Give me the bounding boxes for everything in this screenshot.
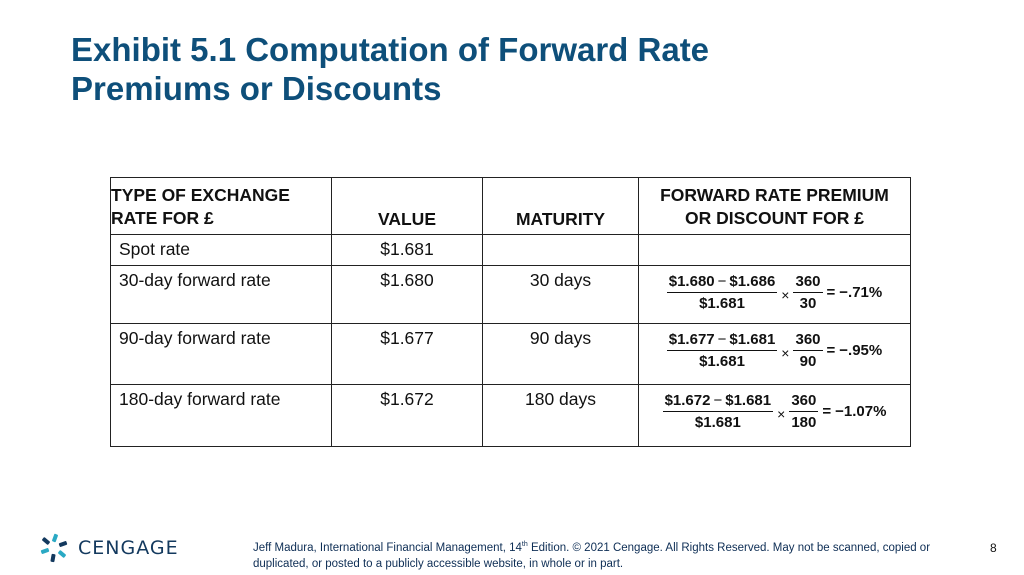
copyright-footer: Jeff Madura, International Financial Man… <box>253 541 931 570</box>
equals-sign: = <box>822 403 832 420</box>
table-row-180-day: 180-day forward rate $1.672 180 days $1.… <box>110 384 911 447</box>
cengage-logo: CENGAGE <box>40 533 179 563</box>
rate-fraction: $1.672− $1.681 $1.681 <box>662 392 774 431</box>
premium-result: −.95% <box>839 342 883 359</box>
slide-title-line2: Premiums or Discounts <box>71 70 442 107</box>
cell-premium-formula: $1.672− $1.681 $1.681 × 360 180 = −1.07% <box>638 384 911 447</box>
table-row-spot: Spot rate $1.681 <box>110 234 911 266</box>
times-sign: × <box>777 405 786 422</box>
exhibit-table: TYPE OF EXCHANGE RATE FOR £ VALUE MATURI… <box>110 177 911 447</box>
premium-formula: $1.672− $1.681 $1.681 × 360 180 = −1.07% <box>662 392 887 431</box>
cell-type: Spot rate <box>110 234 332 266</box>
premium-formula: $1.677− $1.681 $1.681 × 360 90 = −.95% <box>666 331 883 370</box>
days-fraction: 360 30 <box>793 273 823 312</box>
slide-title: Exhibit 5.1 Computation of Forward Rate … <box>71 30 951 108</box>
cengage-wordmark: CENGAGE <box>78 537 179 559</box>
cell-premium-formula: $1.680− $1.686 $1.681 × 360 30 = −.71% <box>638 265 911 324</box>
cell-value: $1.672 <box>331 384 483 447</box>
header-premium-discount: FORWARD RATE PREMIUM OR DISCOUNT FOR £ <box>638 177 911 235</box>
header-exchange-type: TYPE OF EXCHANGE RATE FOR £ <box>110 177 332 235</box>
cell-premium-formula: $1.677− $1.681 $1.681 × 360 90 = −.95% <box>638 323 911 385</box>
page-number: 8 <box>990 541 997 555</box>
slide-title-line1: Exhibit 5.1 Computation of Forward Rate <box>71 31 710 68</box>
days-fraction: 360 180 <box>789 392 819 431</box>
equals-sign: = <box>826 284 836 301</box>
table-header-row: TYPE OF EXCHANGE RATE FOR £ VALUE MATURI… <box>110 177 911 235</box>
rate-fraction: $1.677− $1.681 $1.681 <box>666 331 778 370</box>
cell-premium-empty <box>638 234 911 266</box>
cell-value: $1.677 <box>331 323 483 385</box>
cell-type: 90-day forward rate <box>110 323 332 385</box>
times-sign: × <box>781 286 790 303</box>
premium-result: −1.07% <box>835 403 887 420</box>
equals-sign: = <box>826 342 836 359</box>
cell-maturity: 30 days <box>482 265 639 324</box>
cell-maturity <box>482 234 639 266</box>
header-value: VALUE <box>331 177 483 235</box>
times-sign: × <box>781 344 790 361</box>
cell-maturity: 180 days <box>482 384 639 447</box>
cengage-star-icon <box>40 533 68 563</box>
cell-value: $1.681 <box>331 234 483 266</box>
header-maturity: MATURITY <box>482 177 639 235</box>
premium-formula: $1.680− $1.686 $1.681 × 360 30 = −.71% <box>666 273 883 312</box>
days-fraction: 360 90 <box>793 331 823 370</box>
cell-type: 180-day forward rate <box>110 384 332 447</box>
premium-result: −.71% <box>839 284 883 301</box>
table-row-90-day: 90-day forward rate $1.677 90 days $1.67… <box>110 323 911 385</box>
cell-value: $1.680 <box>331 265 483 324</box>
cell-type: 30-day forward rate <box>110 265 332 324</box>
table-row-30-day: 30-day forward rate $1.680 30 days $1.68… <box>110 265 911 324</box>
rate-fraction: $1.680− $1.686 $1.681 <box>666 273 778 312</box>
cell-maturity: 90 days <box>482 323 639 385</box>
